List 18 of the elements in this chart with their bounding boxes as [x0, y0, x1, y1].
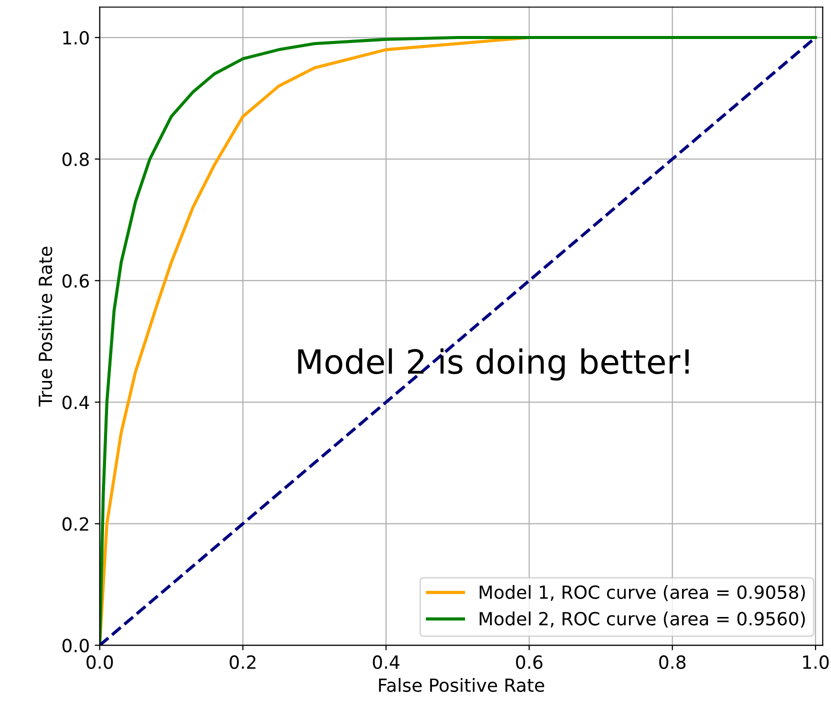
annotation: Model 2 is doing better!: [298, 348, 689, 381]
y-tick-label: 0.2: [62, 517, 88, 531]
x-axis-title: False Positive Rate: [379, 678, 544, 692]
line-series: [100, 36, 818, 646]
x-tick-label: 0.8: [659, 655, 686, 669]
y-tick-label: 0.8: [62, 152, 89, 166]
y-tick-label: 0.4: [62, 396, 89, 410]
y-tick-label: 0.6: [62, 274, 89, 288]
y-tick-label: 0.0: [62, 638, 89, 652]
legend-label: Model 1, ROC curve (area = 0.9058): [480, 585, 805, 602]
x-tick-label: 0.2: [230, 655, 256, 669]
legend-label: Model 2, ROC curve (area = 0.9560): [480, 612, 805, 628]
x-tick-label: 0.6: [516, 655, 542, 669]
y-tick-label: 1.0: [63, 30, 89, 45]
x-tick-label: 0.4: [372, 655, 400, 669]
y-axis-title: True Positive Rate: [38, 246, 52, 407]
x-tick-label: 1.0: [803, 655, 829, 669]
x-tick-label: 0.0: [86, 655, 113, 669]
